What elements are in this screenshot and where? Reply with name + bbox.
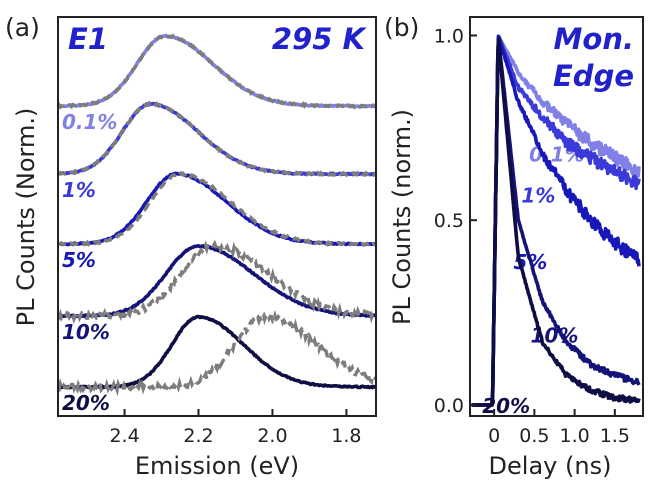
panel-a-label: (a) <box>5 13 40 42</box>
x-tick-label: 1.5 <box>600 425 630 447</box>
series-label-5pct: 5% <box>62 248 96 272</box>
reference-spectrum-1pct <box>57 100 377 178</box>
x-tick-label: 2.2 <box>183 425 213 447</box>
series-label-10pct: 10% <box>62 320 110 344</box>
panel-b: 0.1%1%5%10%20% 0 0.5 1.0 1.5 0.00.51.0 (b) … <box>384 13 644 480</box>
spectrum-5pct <box>57 171 377 247</box>
reference-spectrum-5pct <box>57 170 377 248</box>
reference-spectrum-0p1pct <box>56 33 377 110</box>
panel-a-y-axis-label: PL Counts (Norm.) <box>12 108 40 327</box>
y-tick-label: 0.5 <box>434 210 464 232</box>
panel-a-x-axis-label: Emission (eV) <box>135 452 299 480</box>
x-tick-label: 1.8 <box>331 425 361 447</box>
temperature-label: 295 K <box>272 22 368 56</box>
reference-spectrum-20pct <box>57 310 378 397</box>
panel-b-frame <box>469 16 644 417</box>
panel-b-series: 0.1%1%5%10%20% <box>470 34 641 418</box>
panel-a-frame <box>57 16 377 417</box>
panel-b-y-ticks: 0.0 0.5 1.0 <box>434 25 477 417</box>
series-label-1pct: 1% <box>62 178 96 202</box>
x-tick-label: 2.0 <box>257 425 287 447</box>
x-tick-label: 2.4 <box>109 425 139 447</box>
panel-b-label: (b) <box>384 13 419 42</box>
reference-spectrum-10pct <box>57 239 378 324</box>
panel-b-y-axis-label: PL Counts (norm.) <box>388 109 416 325</box>
sample-label: E1 <box>68 22 108 56</box>
y-tick-label: 0.0 <box>434 395 464 417</box>
chart-title-line1: Mon. <box>554 22 634 56</box>
series-label-0p1pct: 0.1% <box>62 110 117 134</box>
spectrum-20pct <box>56 314 377 390</box>
panel-b-x-ticks: 0 0.5 1.0 1.5 <box>488 409 630 447</box>
x-tick-label: 1.0 <box>559 425 589 447</box>
panel-a-x-ticks: 2.4 2.2 2.0 1.8 <box>109 409 362 447</box>
decay-20pct <box>470 37 641 407</box>
x-tick-label: 0.5 <box>519 425 549 447</box>
decay-label-20pct: 20% <box>482 394 530 418</box>
decay-label-1pct: 1% <box>521 183 555 207</box>
y-tick-label: 1.0 <box>434 25 464 47</box>
spectrum-10pct <box>57 243 377 319</box>
panel-a-series: 0.1% 1% 5% 10% 20% <box>56 33 378 415</box>
panel-a: 0.1% 1% 5% 10% 20% 2.4 2.2 2.0 1.8 (a) E1 295 K… <box>5 13 378 480</box>
chart-title-line2: Edge <box>553 59 634 93</box>
panel-b-x-axis-label: Delay (ns) <box>489 452 612 480</box>
series-label-20pct: 20% <box>62 391 110 415</box>
x-tick-label: 0 <box>488 425 500 447</box>
